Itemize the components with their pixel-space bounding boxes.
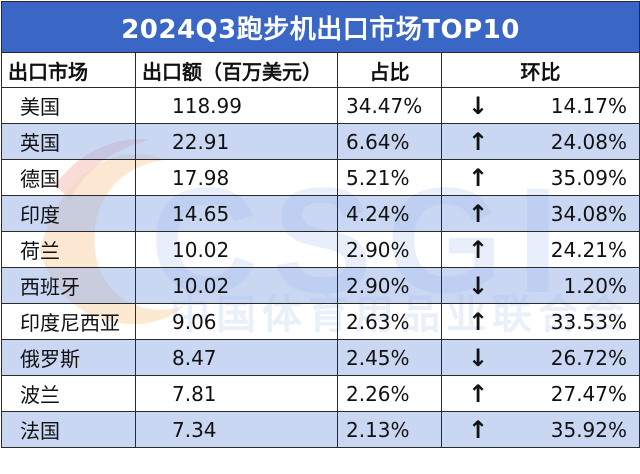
change-value: 26.72% bbox=[550, 345, 628, 370]
cell-share: 2.45% bbox=[337, 339, 442, 376]
table-row: 俄罗斯 8.47 2.45% ↓ 26.72% bbox=[1, 339, 640, 376]
change-value: 24.08% bbox=[550, 129, 628, 154]
cell-market: 德国 bbox=[1, 159, 136, 196]
change-value: 24.21% bbox=[550, 237, 628, 262]
change-value: 34.08% bbox=[550, 201, 628, 226]
cell-change: ↑ 35.09% bbox=[440, 159, 640, 196]
arrow-down-icon: ↓ bbox=[468, 91, 489, 120]
cell-share: 5.21% bbox=[337, 159, 442, 196]
cell-market: 波兰 bbox=[1, 375, 136, 412]
table-row: 印度尼西亚 9.06 2.63% ↑ 33.53% bbox=[1, 303, 640, 340]
header-value: 出口额（百万美元） bbox=[135, 52, 338, 88]
arrow-up-icon: ↑ bbox=[468, 415, 489, 444]
cell-value: 7.34 bbox=[135, 411, 338, 448]
table-row: 西班牙 10.02 2.90% ↓ 1.20% bbox=[1, 267, 640, 304]
cell-value: 10.02 bbox=[135, 231, 338, 268]
cell-market: 印度 bbox=[1, 195, 136, 232]
table-row: 法国 7.34 2.13% ↑ 35.92% bbox=[1, 411, 640, 448]
cell-change: ↑ 27.47% bbox=[440, 375, 640, 412]
cell-share: 2.26% bbox=[337, 375, 442, 412]
cell-market: 法国 bbox=[1, 411, 136, 448]
table-row: 英国 22.91 6.64% ↑ 24.08% bbox=[1, 123, 640, 160]
cell-change: ↑ 35.92% bbox=[440, 411, 640, 448]
cell-value: 14.65 bbox=[135, 195, 338, 232]
cell-value: 118.99 bbox=[135, 87, 338, 124]
cell-market: 西班牙 bbox=[1, 267, 136, 304]
table-row: 德国 17.98 5.21% ↑ 35.09% bbox=[1, 159, 640, 196]
cell-change: ↓ 1.20% bbox=[440, 267, 640, 304]
table-row: 印度 14.65 4.24% ↑ 34.08% bbox=[1, 195, 640, 232]
cell-change: ↓ 26.72% bbox=[440, 339, 640, 376]
header-change: 环比 bbox=[440, 52, 640, 88]
arrow-up-icon: ↑ bbox=[468, 379, 489, 408]
cell-share: 34.47% bbox=[337, 87, 442, 124]
cell-change: ↑ 24.08% bbox=[440, 123, 640, 160]
change-value: 1.20% bbox=[563, 273, 628, 298]
change-value: 27.47% bbox=[550, 381, 628, 406]
arrow-up-icon: ↑ bbox=[468, 199, 489, 228]
cell-value: 8.47 bbox=[135, 339, 338, 376]
cell-change: ↑ 33.53% bbox=[440, 303, 640, 340]
cell-market: 俄罗斯 bbox=[1, 339, 136, 376]
arrow-up-icon: ↑ bbox=[468, 235, 489, 264]
cell-value: 22.91 bbox=[135, 123, 338, 160]
cell-market: 荷兰 bbox=[1, 231, 136, 268]
export-table: 2024Q3跑步机出口市场TOP10 出口市场 出口额（百万美元） 占比 环比 … bbox=[0, 1, 640, 448]
cell-share: 2.13% bbox=[337, 411, 442, 448]
arrow-down-icon: ↓ bbox=[468, 271, 489, 300]
cell-market: 英国 bbox=[1, 123, 136, 160]
table-row: 波兰 7.81 2.26% ↑ 27.47% bbox=[1, 375, 640, 412]
cell-market: 印度尼西亚 bbox=[1, 303, 136, 340]
header-share: 占比 bbox=[337, 52, 442, 88]
arrow-up-icon: ↑ bbox=[468, 127, 489, 156]
cell-change: ↓ 14.17% bbox=[440, 87, 640, 124]
header-market: 出口市场 bbox=[1, 52, 136, 88]
change-value: 14.17% bbox=[550, 93, 628, 118]
arrow-up-icon: ↑ bbox=[468, 307, 489, 336]
arrow-up-icon: ↑ bbox=[468, 163, 489, 192]
cell-change: ↑ 34.08% bbox=[440, 195, 640, 232]
cell-share: 6.64% bbox=[337, 123, 442, 160]
cell-value: 10.02 bbox=[135, 267, 338, 304]
cell-market: 美国 bbox=[1, 87, 136, 124]
table-row: 荷兰 10.02 2.90% ↑ 24.21% bbox=[1, 231, 640, 268]
cell-value: 9.06 bbox=[135, 303, 338, 340]
cell-share: 2.90% bbox=[337, 231, 442, 268]
cell-share: 4.24% bbox=[337, 195, 442, 232]
cell-change: ↑ 24.21% bbox=[440, 231, 640, 268]
change-value: 35.09% bbox=[550, 165, 628, 190]
cell-value: 7.81 bbox=[135, 375, 338, 412]
cell-value: 17.98 bbox=[135, 159, 338, 196]
change-value: 33.53% bbox=[550, 309, 628, 334]
change-value: 35.92% bbox=[550, 417, 628, 442]
table-row: 美国 118.99 34.47% ↓ 14.17% bbox=[1, 87, 640, 124]
table-title: 2024Q3跑步机出口市场TOP10 bbox=[0, 1, 640, 53]
cell-share: 2.63% bbox=[337, 303, 442, 340]
cell-share: 2.90% bbox=[337, 267, 442, 304]
arrow-down-icon: ↓ bbox=[468, 343, 489, 372]
